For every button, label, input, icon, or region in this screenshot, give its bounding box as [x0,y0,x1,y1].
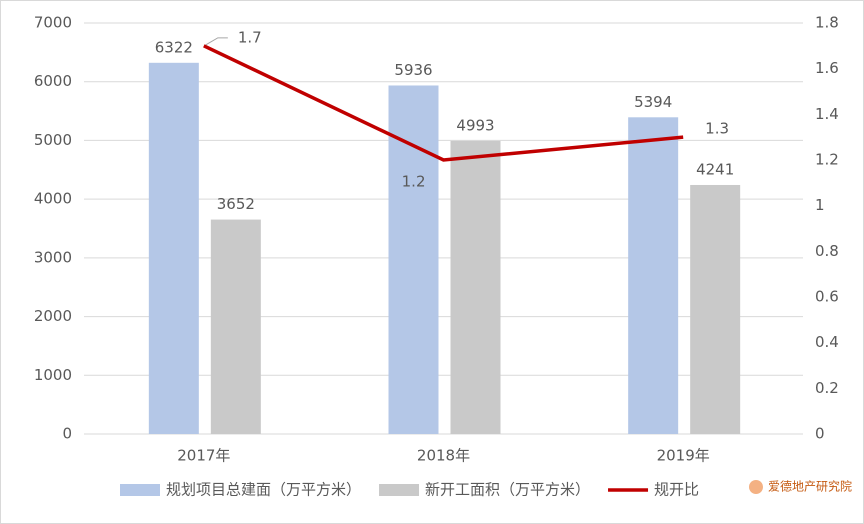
y2-tick-label: 1.8 [815,14,839,32]
bar-value-label: 3652 [217,195,255,213]
y-tick-label: 5000 [34,131,72,149]
y-tick-label: 6000 [34,72,72,90]
line-value-label: 1.3 [705,120,729,138]
watermark-icon [749,480,763,494]
x-tick-label: 2017年 [177,447,230,465]
bar-value-label: 5936 [394,61,432,79]
y-tick-label: 7000 [34,14,72,32]
line-value-label: 1.7 [238,28,262,46]
line [203,44,684,162]
bar-value-label: 6322 [155,38,193,56]
y2-tick-label: 1.4 [815,105,839,123]
y-tick-label: 0 [62,425,72,443]
watermark: 爱德地产研究院 [768,479,852,494]
leader-line [205,37,228,46]
bar-value-label: 4993 [456,116,494,134]
y2-tick-label: 0.2 [815,379,839,397]
x-tick-label: 2018年 [417,447,470,465]
y2-tick-label: 1.2 [815,151,839,169]
legend-swatch [120,484,160,496]
y2-tick-label: 0.8 [815,242,839,260]
y-tick-label: 3000 [34,248,72,266]
y2-tick-label: 0.6 [815,288,839,306]
y2-tick-label: 0 [815,425,825,443]
y2-tick-label: 1.6 [815,59,839,77]
bar [628,117,679,435]
legend-swatch [379,484,420,496]
bar-value-label: 5394 [634,93,672,111]
y-tick-label: 2000 [34,307,72,325]
x-tick-label: 2019年 [657,447,710,465]
bar [388,85,439,435]
bar-value-label: 4241 [696,160,734,178]
legend-label: 新开工面积（万平方米） [425,481,590,499]
line-value-label: 1.2 [402,173,426,191]
y2-tick-label: 0.4 [815,333,839,351]
y-tick-label: 4000 [34,190,72,208]
bar [148,62,199,434]
y2-tick-label: 1 [815,196,825,214]
bar [690,184,741,434]
bar [450,140,501,434]
bar [210,219,261,434]
y-tick-label: 1000 [34,366,72,384]
legend-label: 规开比 [654,481,699,499]
legend-label: 规划项目总建面（万平方米） [166,481,361,499]
